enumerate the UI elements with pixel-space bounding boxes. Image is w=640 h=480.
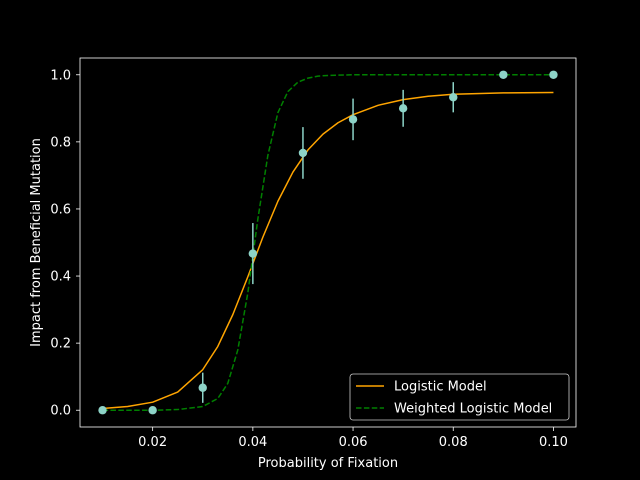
data-point [398,104,408,113]
x-tick-label: 0.04 [238,435,267,450]
x-axis: 0.02 0.04 0.06 0.08 0.10 [138,427,568,450]
y-tick-label: 0.0 [50,404,71,419]
y-tick-label: 1.0 [50,68,71,83]
data-markers [98,70,558,415]
legend: Logistic Model Weighted Logistic Model [349,373,570,421]
x-tick-label: 0.06 [339,435,368,450]
x-axis-label: Probability of Fixation [258,456,398,471]
data-point [549,70,558,79]
legend-label-logistic: Logistic Model [394,380,487,395]
plot-frame [79,57,577,428]
data-point [298,148,308,158]
y-tick-label: 0.4 [50,270,71,285]
y-tick-label: 0.2 [50,337,71,352]
legend-label-weighted: Weighted Logistic Model [394,402,552,417]
y-axis-label: Impact from Beneficial Mutation [29,138,44,347]
data-point [198,383,207,392]
legend-box [349,373,570,421]
x-tick-label: 0.10 [539,435,568,450]
data-point [148,406,157,415]
data-point [98,406,107,415]
x-tick-label: 0.02 [138,435,167,450]
y-axis: 0.0 0.2 0.4 0.6 0.8 1.0 [50,68,80,419]
y-tick-label: 0.6 [50,202,71,217]
data-point [348,115,358,124]
data-point [449,93,458,102]
series-line-logistic [102,91,554,410]
data-point [248,249,258,258]
series-line-weighted [102,74,554,411]
y-tick-label: 0.8 [50,135,71,150]
data-point [499,70,508,79]
x-tick-label: 0.08 [439,435,468,450]
model-curves [102,74,554,411]
